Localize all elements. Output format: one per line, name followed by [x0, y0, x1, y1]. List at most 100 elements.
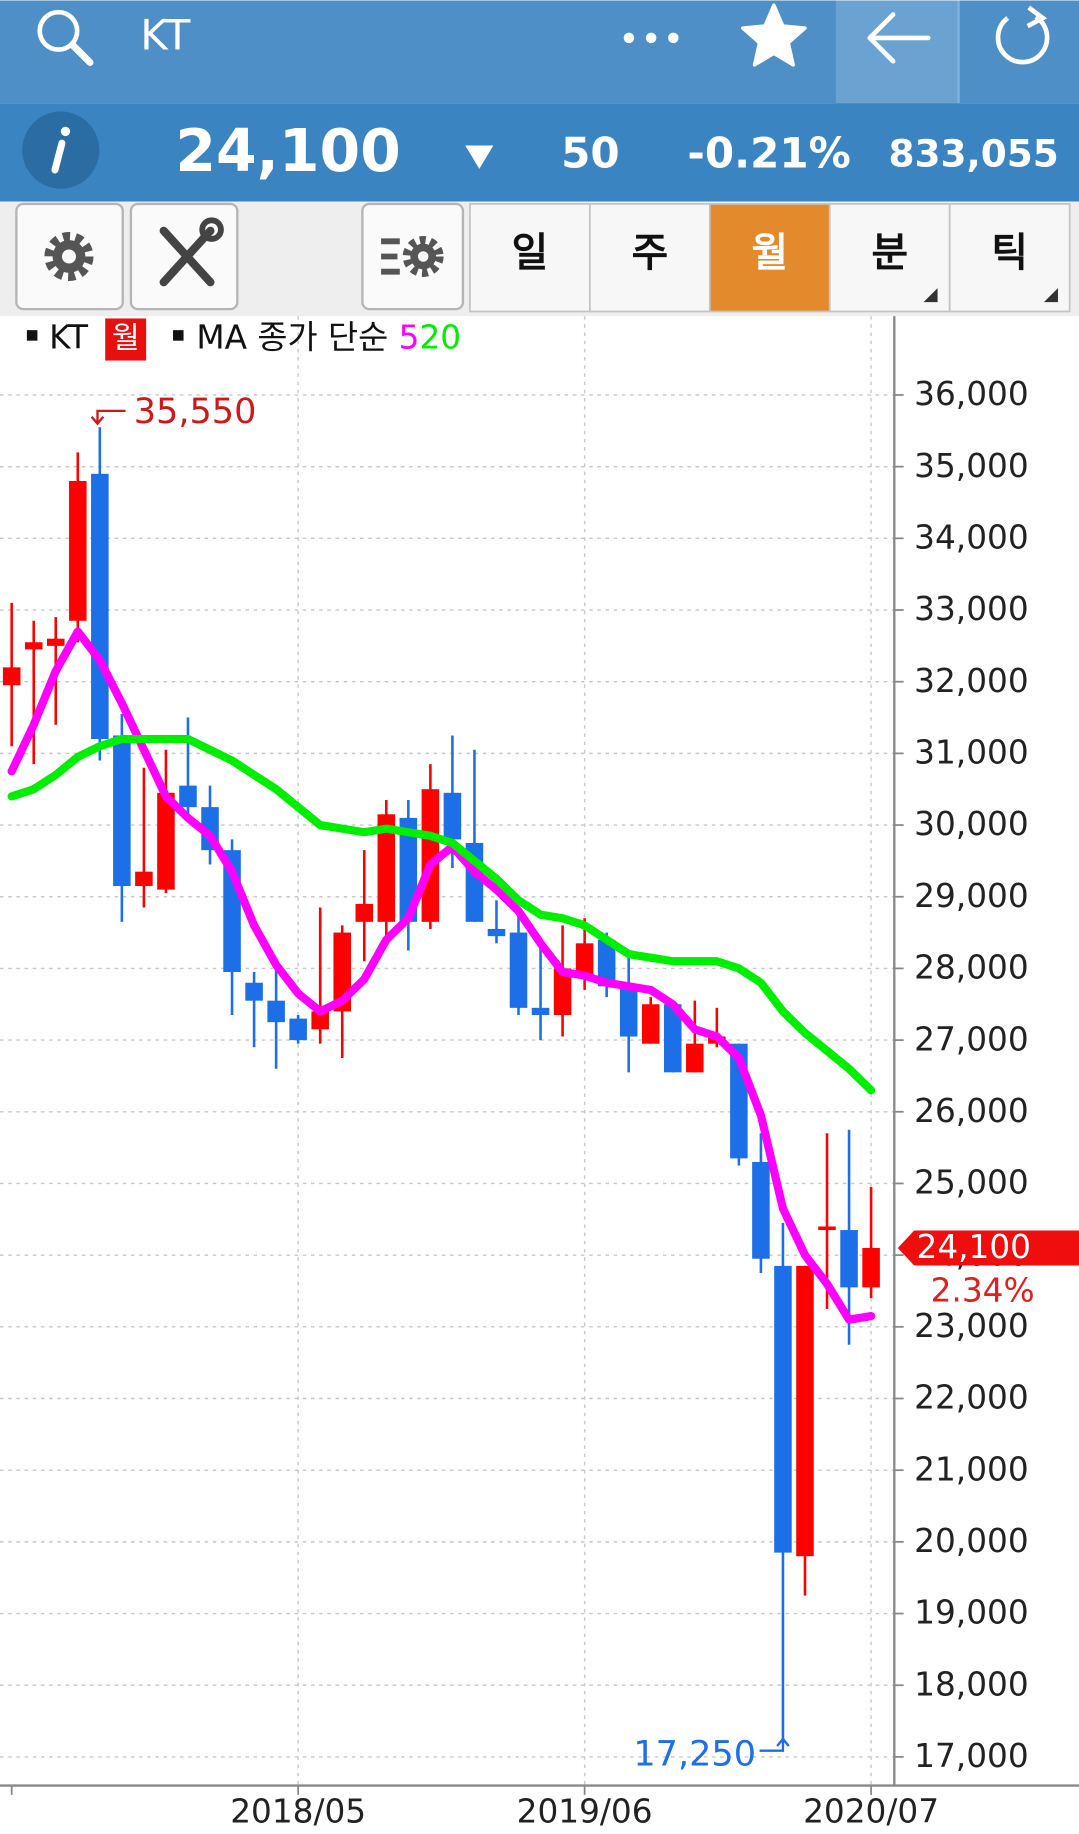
candle-body: [553, 968, 572, 1016]
current-price-tag: [897, 1230, 1079, 1266]
tab-frame: [948, 203, 1071, 313]
candle-body: [46, 638, 65, 646]
tools-button[interactable]: [129, 202, 239, 311]
period-tab[interactable]: 주: [589, 203, 711, 313]
search-handle: [68, 41, 94, 66]
y-tick-label: 22,000: [914, 1379, 1028, 1417]
period-tab[interactable]: 월: [708, 203, 831, 313]
favorite-star[interactable]: [741, 3, 807, 67]
candle-body: [289, 1018, 307, 1041]
candle-body: [421, 789, 440, 922]
back-button-bg[interactable]: [835, 0, 959, 104]
info-stem: [51, 139, 66, 174]
refresh-arc: [995, 14, 1050, 65]
candle-body: [575, 943, 594, 976]
legend-ma: MA 종가 단순 520: [196, 319, 461, 357]
current-change-label: 2.34%: [931, 1271, 1035, 1309]
y-tick-label: 25,000: [914, 1164, 1028, 1202]
y-tick-label: 27,000: [914, 1020, 1028, 1058]
gear-hole: [61, 249, 76, 264]
candle-body: [311, 1011, 329, 1030]
period-tab[interactable]: 틱: [948, 203, 1071, 313]
search-lens: [37, 9, 80, 52]
gear-teeth: [402, 236, 444, 277]
y-tick-label: 31,000: [914, 734, 1028, 772]
refresh-icon[interactable]: [995, 5, 1050, 65]
volume: 833,055: [888, 131, 1058, 175]
tab-label: 일: [512, 230, 549, 276]
chart: 17,000 18,000 19,000 20,000 21,000 22,000 23,0…: [0, 316, 1079, 1831]
candle-body: [487, 928, 506, 937]
candle-body: [377, 814, 396, 922]
chart-background: [0, 316, 1079, 1834]
candle-body: [24, 642, 43, 650]
stock-title: KT: [140, 10, 190, 59]
candle-body: [641, 1004, 660, 1044]
more-icon[interactable]: [623, 32, 679, 44]
x-tick-label: 2020/07: [803, 1793, 939, 1831]
candle-body: [355, 903, 374, 922]
legend-ma-period: 5: [399, 319, 420, 357]
wrench-head: [199, 217, 224, 242]
x-tick-label: 2018/05: [230, 1793, 366, 1831]
candle-body: [179, 785, 197, 808]
dot: [645, 32, 657, 44]
y-tick-label: 23,000: [914, 1307, 1028, 1345]
legend-stock: KT: [49, 319, 89, 357]
candle-body: [796, 1265, 814, 1557]
list-lines: [381, 238, 400, 275]
ma-line: [7, 734, 876, 1095]
y-tick-label: 20,000: [914, 1522, 1028, 1560]
ma-line: [7, 627, 876, 1324]
indicator-settings-button[interactable]: [361, 202, 465, 311]
tab-frame: [589, 203, 711, 313]
legend-ma-period: 20: [419, 319, 461, 357]
candle-body: [818, 1226, 836, 1231]
candle-body: [774, 1265, 792, 1553]
dot: [623, 32, 635, 44]
period-badge: [105, 318, 147, 361]
candle-body: [686, 1043, 704, 1073]
y-tick-label: 19,000: [914, 1594, 1028, 1632]
max-label: 35,550: [134, 391, 257, 432]
tab-frame: [469, 203, 591, 313]
candle-body: [157, 792, 175, 890]
info-button[interactable]: [22, 111, 100, 189]
y-tick-label: 18,000: [914, 1665, 1028, 1703]
tab-label: 월: [752, 230, 789, 276]
refresh-arrow: [1026, 5, 1048, 29]
min-label: 17,250: [633, 1733, 756, 1774]
min-arrow: [759, 1737, 790, 1752]
y-tick-label: 33,000: [914, 590, 1028, 628]
candle-body: [399, 817, 418, 922]
legend-ma-label: MA 종가 단순: [196, 319, 388, 357]
candle-body: [113, 735, 131, 886]
search-icon[interactable]: [37, 9, 94, 66]
gear-hole: [417, 251, 429, 262]
candle-body: [752, 1161, 770, 1259]
change: 50: [561, 128, 620, 177]
settings-button[interactable]: [15, 202, 124, 311]
dot: [668, 32, 679, 44]
back-icon[interactable]: [867, 12, 931, 64]
tab-dropdown-mark: [923, 288, 938, 303]
y-tick-label: 17,000: [914, 1737, 1028, 1775]
candle-body: [664, 1004, 682, 1073]
period-tab[interactable]: 일: [469, 203, 591, 313]
quote-bar: [0, 103, 1079, 202]
tool-wrench: [159, 226, 215, 287]
tab-frame: [708, 203, 831, 313]
candle-body: [531, 1007, 550, 1016]
tab-label: 분: [871, 230, 908, 276]
down-triangle: [465, 145, 494, 169]
current-price-label: 24,100: [917, 1228, 1031, 1266]
candle-body: [597, 939, 616, 987]
candle-body: [135, 871, 153, 886]
candle-body: [443, 792, 462, 840]
tab-label: 주: [632, 230, 669, 276]
y-tick-label: 35,000: [914, 447, 1028, 485]
y-tick-label: 28,000: [914, 949, 1028, 987]
